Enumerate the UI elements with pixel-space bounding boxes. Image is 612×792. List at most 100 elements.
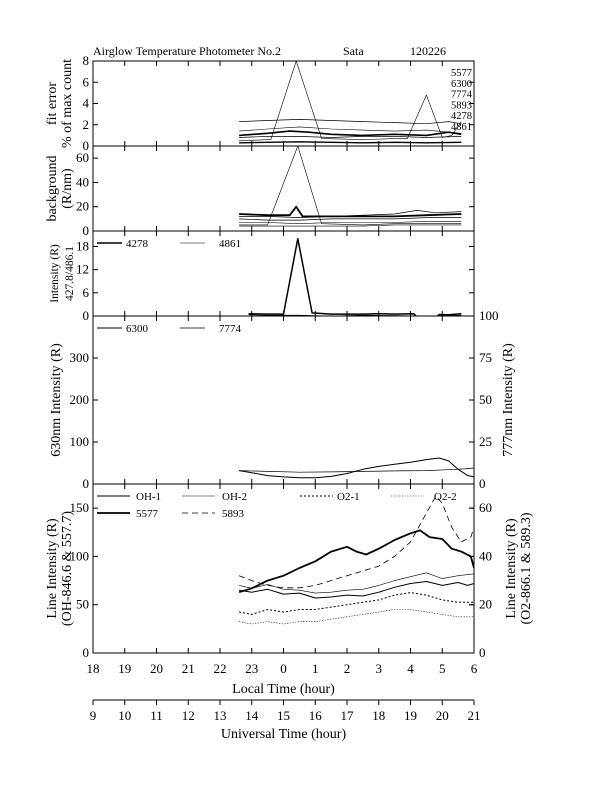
- series-group: [248, 237, 462, 316]
- series-line-6300: [239, 457, 474, 479]
- legend-entry-4861: 4861: [451, 122, 472, 133]
- series-line-7774: [239, 217, 462, 221]
- local-time-tick-label: 4: [407, 661, 414, 676]
- series-line-6300: [239, 119, 462, 125]
- local-time-tick-label: 5: [439, 661, 446, 676]
- legend-entry-OH-1: OH-1: [136, 491, 161, 503]
- series-line-4861: [239, 146, 462, 226]
- ut-tick-label: 13: [214, 708, 227, 723]
- series-line-7774: [239, 467, 474, 473]
- panel-2: 0 20 40 60 background (R/nm): [45, 145, 475, 238]
- series-line-OH-2: [239, 572, 474, 594]
- local-time-tick-label: 6: [471, 661, 478, 676]
- ut-tick-label: 19: [404, 708, 417, 723]
- legend-entry-O2-2: O2-2: [434, 491, 457, 503]
- figure-header: Airglow Temperature Photometer No.2 Sata…: [93, 44, 446, 58]
- ut-tick-label: 9: [90, 708, 97, 723]
- y-axis-label: background: [45, 155, 60, 221]
- local-time-tick-label: 0: [280, 661, 287, 676]
- panel-1: 0 2 4 6 8 fit error% of max count 557763007774…: [45, 53, 475, 153]
- y-tick-label: 0: [83, 138, 90, 153]
- y-tick-label: 150: [70, 500, 90, 515]
- y-tick-label: 50: [76, 597, 89, 612]
- ut-tick-label: 15: [277, 708, 290, 723]
- y-axis-label: Line Intensity (R): [45, 518, 60, 619]
- ut-tick-label: 12: [182, 708, 195, 723]
- y-axis-label: fit error: [45, 82, 60, 125]
- ut-tick-label: 20: [436, 708, 449, 723]
- y-axis-label: (OH-846.6 & 557.7): [60, 511, 75, 626]
- ut-tick-label: 14: [245, 708, 259, 723]
- y-right-tick-label: 0: [479, 645, 486, 660]
- legend-entry-4861: 4861: [219, 238, 241, 250]
- y-tick-label: 12: [76, 262, 89, 277]
- legend-entry-6300: 6300: [451, 79, 472, 90]
- y-axis-label: % of max count: [60, 59, 75, 148]
- legend-entry-5893: 5893: [451, 100, 472, 111]
- y-axis-label: 427.8/486.1: [64, 246, 76, 301]
- local-time-tick-label: 22: [214, 661, 227, 676]
- series-line-5577: [239, 210, 462, 218]
- y-right-tick-label: 100: [479, 308, 499, 323]
- y-right-tick-label: 40: [479, 548, 492, 563]
- series-line-O2-1: [239, 592, 474, 615]
- series-line-OH-1: [239, 581, 474, 599]
- series-group: [239, 61, 462, 144]
- series-group: [238, 495, 474, 625]
- series-line-4278: [239, 141, 462, 144]
- y-right-tick-label: 75: [479, 350, 492, 365]
- legend-entry-7774: 7774: [451, 90, 473, 101]
- local-time-tick-label: 3: [376, 661, 383, 676]
- y-tick-label: 18: [76, 238, 89, 253]
- ut-tick-label: 10: [118, 708, 131, 723]
- y-right-tick-label: 0: [479, 476, 486, 491]
- y-tick-label: 2: [83, 117, 90, 132]
- local-time-tick-label: 18: [87, 661, 100, 676]
- series-line-5893: [239, 136, 462, 138]
- date-label: 120226: [410, 44, 446, 58]
- legend-entry-O2-1: O2-1: [337, 491, 360, 503]
- series-line-4278: [239, 224, 462, 227]
- ut-tick-label: 18: [372, 708, 385, 723]
- y-right-tick-label: 50: [479, 392, 492, 407]
- y-tick-label: 0: [83, 645, 90, 660]
- legend-entry-5577: 5577: [136, 508, 159, 520]
- legend-entry-4278: 4278: [126, 238, 149, 250]
- legend-entry-6300: 6300: [126, 323, 149, 335]
- ut-tick-label: 16: [309, 708, 323, 723]
- series-line-4861: [239, 61, 462, 141]
- local-time-tick-label: 20: [150, 661, 163, 676]
- series-line-6300: [239, 205, 462, 218]
- panel-frame: [92, 230, 475, 317]
- legend-entry-4278: 4278: [451, 111, 472, 122]
- y-tick-label: 8: [83, 53, 90, 68]
- y-right-axis-label: Line Intensity (R): [504, 518, 519, 619]
- y-axis-label: 630nm Intensity (R): [49, 343, 64, 457]
- local-time-tick-label: 2: [344, 661, 351, 676]
- y-axis-label: (R/nm): [60, 168, 75, 209]
- series-line-7774: [239, 130, 462, 137]
- y-right-tick-label: 25: [479, 434, 492, 449]
- y-tick-label: 4: [83, 96, 90, 111]
- series-line-O2-2: [239, 609, 474, 625]
- panel-3: 0 6 12 18 Intensity (R) 427.8/486.1 4278 4861: [49, 230, 475, 323]
- y-tick-label: 100: [70, 434, 90, 449]
- series-line-5577: [238, 529, 474, 594]
- y-tick-label: 6: [83, 285, 90, 300]
- y-tick-label: 40: [76, 174, 89, 189]
- legend-entry-5893: 5893: [222, 508, 245, 520]
- panel-frame: [92, 60, 475, 147]
- local-time-tick-label: 1: [312, 661, 319, 676]
- y-tick-label: 0: [83, 476, 90, 491]
- series-line-5893: [239, 221, 462, 224]
- y-tick-label: 0: [83, 308, 90, 323]
- y-tick-label: 20: [76, 199, 89, 214]
- local-time-tick-label: 21: [182, 661, 195, 676]
- ut-axis-label: Universal Time (hour): [221, 727, 347, 742]
- y-right-axis-label: 777nm Intensity (R): [501, 343, 516, 457]
- series-line-5577: [239, 126, 462, 134]
- legend-entry-7774: 7774: [219, 323, 242, 335]
- ut-tick-label: 17: [341, 708, 355, 723]
